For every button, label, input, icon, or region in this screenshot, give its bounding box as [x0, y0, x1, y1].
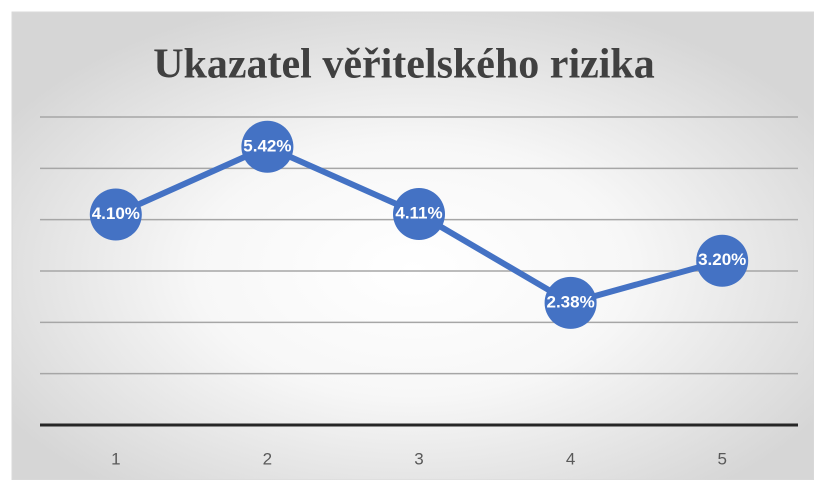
- chart-background: [11, 11, 814, 480]
- x-tick-label: 2: [263, 449, 272, 468]
- x-tick-label: 3: [414, 449, 423, 468]
- data-label: 4.10%: [92, 204, 140, 223]
- x-tick-label: 4: [566, 449, 575, 468]
- data-label: 3.20%: [698, 250, 746, 269]
- data-label: 2.38%: [546, 292, 594, 311]
- data-point: [393, 188, 445, 241]
- data-point: [544, 276, 597, 329]
- data-label: 5.42%: [243, 136, 291, 155]
- data-point: [241, 120, 294, 173]
- data-label: 4.11%: [395, 204, 442, 223]
- data-point: [696, 234, 749, 287]
- x-tick-label: 1: [111, 449, 120, 468]
- x-tick-label: 5: [717, 449, 726, 468]
- chart-title: Ukazatel věřitelského rizika: [153, 42, 655, 88]
- data-point: [89, 188, 142, 241]
